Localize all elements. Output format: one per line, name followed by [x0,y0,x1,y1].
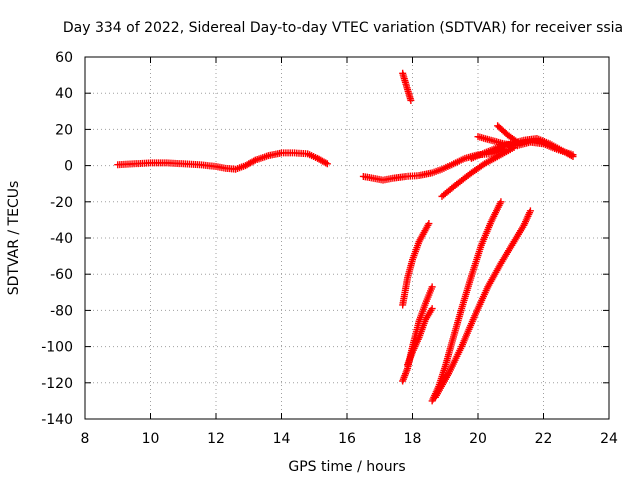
y-tick-label: -40 [50,231,73,247]
data-series [399,69,415,104]
y-tick-label: -20 [50,195,73,211]
x-tick-label: 18 [404,431,422,447]
data-point [497,198,505,206]
y-tick-label: 0 [64,159,73,175]
y-tick-label: 20 [55,122,73,138]
data-series [431,207,534,401]
data-point [569,153,577,161]
x-tick-label: 16 [338,431,356,447]
y-tick-label: -140 [41,412,73,428]
data-series [404,305,436,369]
data-series [494,122,521,146]
data-point [425,220,433,228]
data-series [428,198,505,405]
x-tick-label: 20 [469,431,487,447]
y-tick-label: -60 [50,267,73,283]
x-axis-label: GPS time / hours [288,459,405,475]
tick-labels: 8 10 12 14 16 18 20 22 24 -140 -120 -100 -80 -60 -40 -2… [41,50,618,447]
x-tick-label: 14 [273,431,291,447]
data-marks [114,69,577,405]
x-tick-label: 8 [81,431,90,447]
data-point [510,144,518,151]
data-series [438,144,518,200]
x-tick-label: 12 [207,431,225,447]
data-point [323,160,331,168]
y-tick-label: 60 [55,50,73,66]
y-axis-label: SDTVAR / TECUs [6,181,22,296]
data-point [407,96,415,104]
y-tick-label: -80 [50,303,73,319]
grid-lines [85,57,609,419]
x-tick-label: 24 [600,431,618,447]
data-point [428,283,436,291]
x-tick-label: 10 [142,431,160,447]
data-point [428,305,436,313]
data-series [114,149,331,173]
y-tick-label: -120 [41,376,73,392]
y-tick-label: 40 [55,86,73,102]
x-tick-label: 22 [535,431,553,447]
data-series [399,220,433,309]
plot-frame [84,56,610,420]
chart-title: Day 334 of 2022, Sidereal Day-to-day VTE… [63,20,623,36]
data-point [513,138,521,146]
data-point [526,207,534,215]
y-tick-label: -100 [41,340,73,356]
